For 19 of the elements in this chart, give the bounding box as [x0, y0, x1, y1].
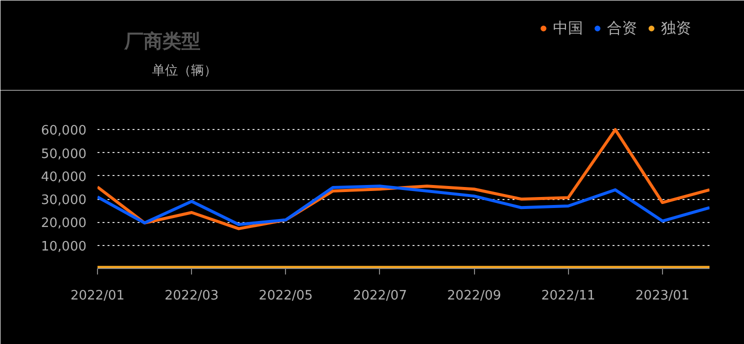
- line-series: [98, 184, 710, 226]
- x-tick-label: 2022/07: [352, 288, 407, 304]
- y-axis-title: 单位（辆）: [152, 64, 217, 78]
- y-tick-label: 10,000: [41, 239, 87, 254]
- x-tick-label: 2022/11: [541, 288, 596, 304]
- y-tick-label: 50,000: [41, 146, 87, 162]
- y-tick-label: 40,000: [41, 170, 87, 185]
- x-tick-label: 2022/09: [447, 288, 502, 304]
- x-tick-label: 2022/01: [70, 288, 125, 304]
- x-tick-label: 2022/05: [258, 288, 313, 304]
- y-tick-label: 60,000: [41, 124, 87, 139]
- x-tick-label: 2022/03: [164, 288, 219, 304]
- legend-label: 独资: [661, 18, 691, 38]
- legend-label: 中国: [553, 18, 583, 38]
- x-tick-label: 2023/01: [635, 288, 690, 304]
- y-tick-label: 30,000: [41, 193, 87, 208]
- y-tick-label: 20,000: [41, 216, 87, 232]
- legend-label: 合资: [607, 18, 637, 38]
- chart-title: 厂商类型: [124, 30, 201, 52]
